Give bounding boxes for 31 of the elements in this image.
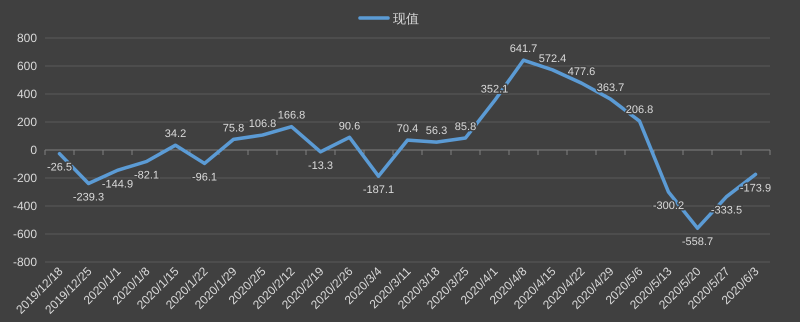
data-label: 206.8	[626, 104, 654, 116]
data-label: 70.4	[396, 123, 418, 136]
y-tick-label: -800	[12, 255, 38, 269]
data-label: 166.8	[278, 110, 306, 122]
y-tick-label: 400	[16, 87, 38, 101]
data-label: -187.1	[362, 184, 394, 196]
data-label: -173.9	[740, 182, 772, 194]
legend-label: 现值	[393, 11, 419, 26]
data-label: -558.7	[682, 236, 714, 248]
data-label: 106.8	[248, 118, 276, 130]
data-label: 75.8	[222, 122, 244, 134]
y-tick-label: -400	[12, 199, 38, 213]
data-label: 572.4	[538, 52, 566, 65]
data-label: 56.3	[426, 125, 448, 138]
y-tick-label: -200	[12, 171, 38, 185]
data-label: -13.3	[308, 160, 334, 172]
data-label: -26.5	[46, 162, 72, 174]
y-tick-label: 200	[16, 115, 38, 129]
y-tick-label: 600	[16, 59, 38, 73]
y-tick-label: 800	[16, 31, 38, 45]
data-label: 477.6	[568, 66, 596, 78]
data-label: -144.9	[102, 178, 134, 190]
data-label: 34.2	[164, 128, 186, 140]
y-tick-label: 0	[30, 143, 38, 157]
data-label: -239.3	[72, 192, 104, 204]
data-label: 641.7	[510, 43, 538, 56]
data-label: 90.6	[338, 120, 360, 132]
y-tick-label: -600	[12, 227, 38, 241]
data-label: -96.1	[192, 171, 218, 184]
data-label: 363.7	[596, 82, 624, 94]
data-label: -82.1	[134, 169, 160, 182]
